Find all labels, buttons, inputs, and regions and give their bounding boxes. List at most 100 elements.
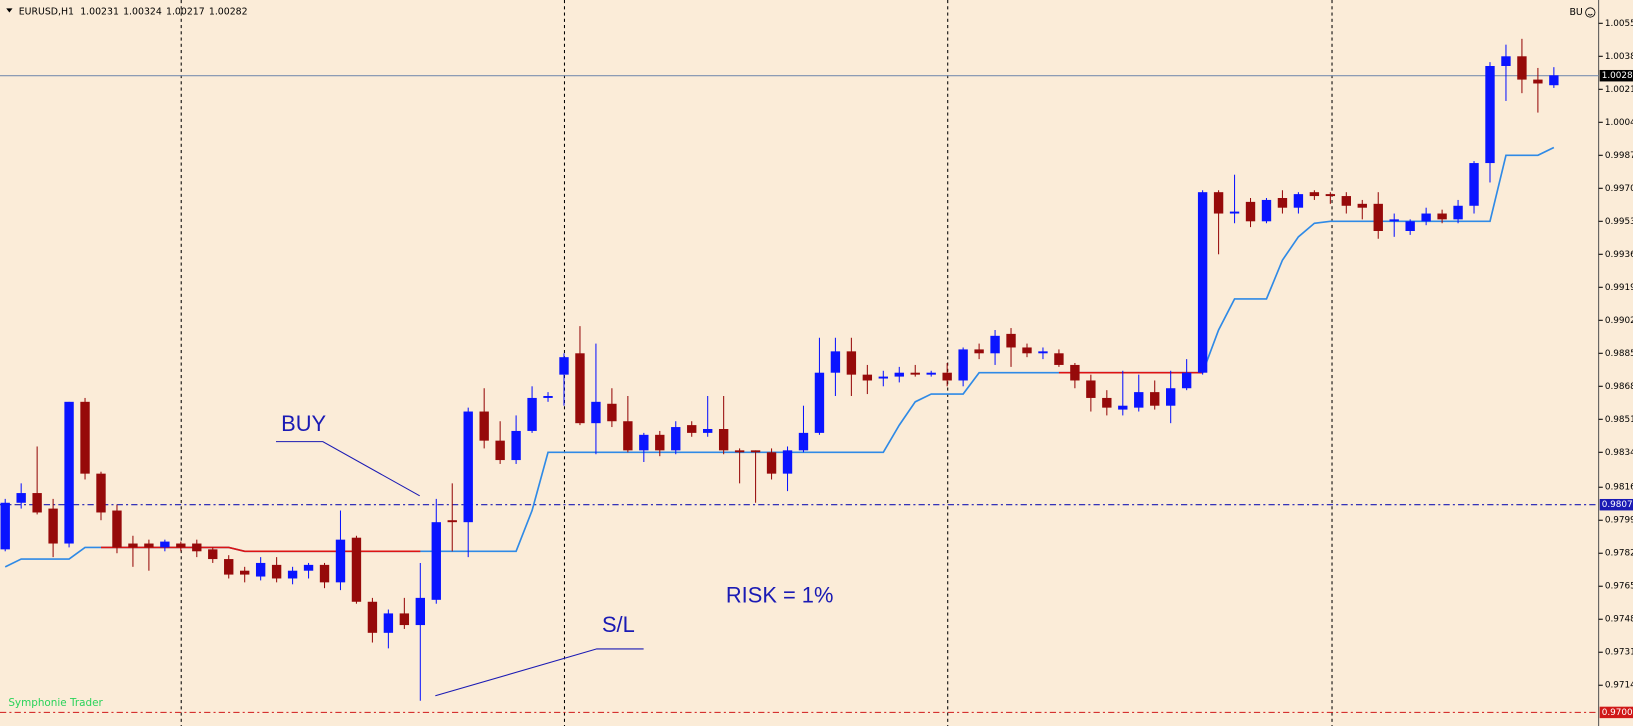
candle-body <box>814 372 825 433</box>
candle-body <box>1118 405 1128 410</box>
candle-body <box>112 510 122 548</box>
y-tick-label: 0.9936 <box>1605 250 1633 260</box>
candle-body <box>766 452 777 474</box>
candle-body <box>335 539 346 583</box>
y-tick-label: 1.0021 <box>1605 85 1633 95</box>
candle-body <box>144 543 154 548</box>
candle-body <box>1213 192 1224 214</box>
y-tick-label: 0.9868 <box>1605 382 1633 392</box>
candle-body <box>192 543 202 552</box>
candle-body <box>862 374 873 381</box>
price-level-tag <box>1599 69 1633 82</box>
candle-body <box>1421 213 1431 222</box>
candle-body <box>1038 351 1048 354</box>
candle-body <box>16 493 26 503</box>
smiley-mouth <box>1587 13 1593 16</box>
candle-body <box>160 541 170 548</box>
candle-body <box>48 508 58 544</box>
candle-body <box>240 570 250 575</box>
price-level-tag <box>1599 706 1633 719</box>
candle-body <box>1517 56 1527 80</box>
candle-body <box>176 543 186 548</box>
quote-close: 1.00282 <box>209 6 248 17</box>
candle-body <box>591 401 601 424</box>
price-level-label: 0.9700 <box>1602 708 1633 718</box>
candle-body <box>1277 198 1288 208</box>
y-tick-label: 0.9885 <box>1605 349 1633 359</box>
candle-body <box>495 440 505 461</box>
candle-body <box>926 372 936 375</box>
candle-body <box>447 520 457 523</box>
y-tick-label: 0.9748 <box>1605 615 1633 625</box>
candle-body <box>575 353 585 424</box>
candle-body <box>208 549 218 560</box>
quote-open: 1.00231 <box>80 6 119 17</box>
candle-body <box>367 601 378 633</box>
price-level-label: 1.0028 <box>1602 71 1633 81</box>
candle-body <box>718 429 729 451</box>
y-tick-label: 1.0038 <box>1605 52 1633 62</box>
candle-body <box>1437 213 1447 220</box>
y-tick-label: 0.9834 <box>1605 448 1633 458</box>
candle-body <box>383 613 394 633</box>
y-tick-label: 0.9987 <box>1605 151 1633 161</box>
candle-body <box>782 450 793 474</box>
candle-body <box>1453 205 1463 220</box>
price-level-label: 0.9807 <box>1602 500 1633 510</box>
candle-body <box>319 564 330 583</box>
candle-body <box>878 376 888 379</box>
indicator-line <box>101 371 1203 553</box>
candle-body <box>399 613 410 626</box>
candle-body <box>224 559 234 575</box>
candle-body <box>463 411 473 523</box>
candle-body <box>1245 201 1256 222</box>
indicator-label: BU <box>1569 7 1582 18</box>
candle-body <box>1501 56 1511 66</box>
candle-body <box>1325 194 1336 197</box>
y-tick-label: 1.0004 <box>1605 118 1633 128</box>
candle-body <box>910 372 920 375</box>
candle-body <box>798 432 809 451</box>
watermark: Symphonie Trader <box>8 697 103 709</box>
candle-body <box>511 430 521 461</box>
candle-body <box>958 349 968 381</box>
candle-body <box>287 570 298 579</box>
candle-body <box>671 427 681 451</box>
candle-body <box>639 434 649 451</box>
y-tick-label: 0.9919 <box>1605 283 1633 293</box>
candle-body <box>1373 203 1383 232</box>
annotation-lines <box>275 441 644 697</box>
candle-body <box>1054 353 1064 365</box>
candle-body <box>734 450 745 453</box>
sl-label: S/L <box>602 612 635 637</box>
menu-arrow[interactable] <box>6 8 13 13</box>
y-tick-label: 0.9953 <box>1605 217 1633 227</box>
candle-body <box>1469 163 1479 206</box>
candle-body <box>431 522 441 600</box>
candle-body <box>1549 75 1559 86</box>
candle-body <box>1341 196 1351 206</box>
candle-body <box>1309 192 1320 197</box>
candle-body <box>1533 79 1543 84</box>
y-tick-label: 0.9731 <box>1605 648 1633 658</box>
candle-body <box>1261 199 1272 222</box>
candle-body <box>415 597 425 626</box>
candle-body <box>750 450 761 453</box>
candle-body <box>32 493 42 513</box>
candle-body <box>96 473 106 513</box>
candle-body <box>1181 372 1192 389</box>
candle-body <box>1389 219 1399 222</box>
candle-body <box>655 434 665 451</box>
smiley-face <box>1585 7 1596 18</box>
candle-body <box>1197 192 1208 373</box>
candle-body <box>351 537 362 602</box>
buy-pointer <box>275 441 420 497</box>
candle-body <box>1357 203 1367 208</box>
candle-body <box>846 351 857 375</box>
candle-body <box>607 403 617 422</box>
candle-body <box>990 335 1000 354</box>
candle-body <box>1485 66 1495 164</box>
candle-body <box>1229 211 1240 214</box>
